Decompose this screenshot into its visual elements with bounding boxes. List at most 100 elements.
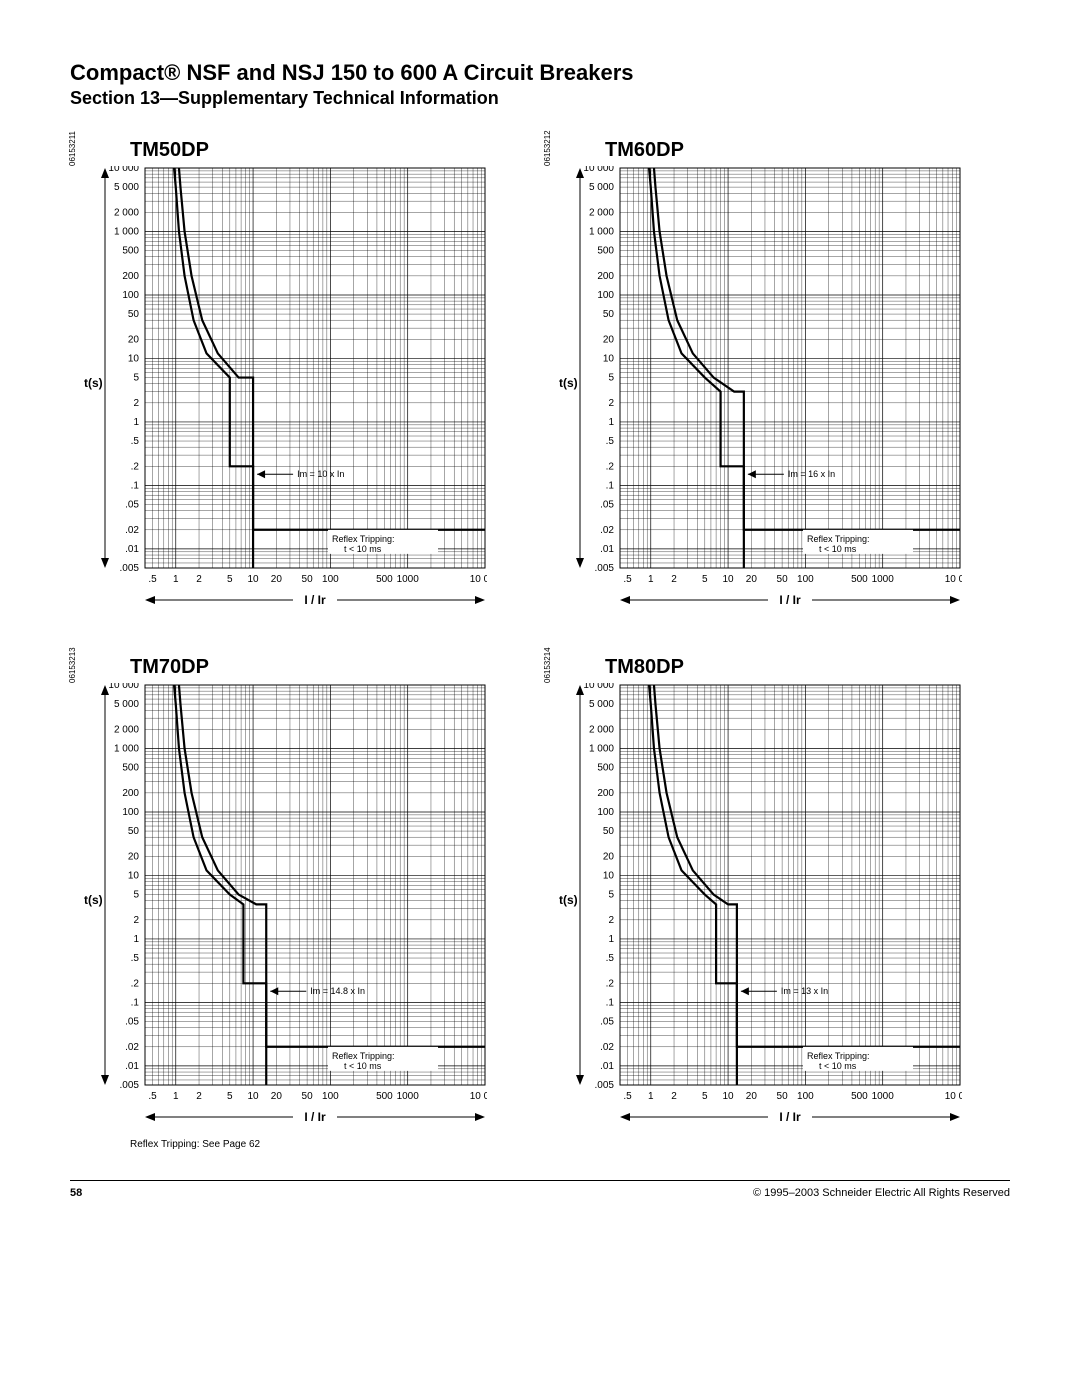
- svg-text:2 000: 2 000: [114, 207, 139, 218]
- svg-text:1 000: 1 000: [589, 743, 614, 754]
- charts-grid: TM50DP 06153211 t(s) Im = 10 x InReflex …: [90, 139, 1010, 1150]
- svg-text:1: 1: [608, 934, 614, 945]
- svg-text:.01: .01: [600, 544, 614, 555]
- svg-text:200: 200: [597, 788, 614, 799]
- svg-text:20: 20: [603, 851, 615, 862]
- svg-text:10: 10: [723, 1091, 735, 1102]
- im-label: Im = 16 x In: [788, 469, 835, 479]
- svg-text:.5: .5: [131, 436, 140, 447]
- svg-text:10 000: 10 000: [583, 683, 614, 691]
- tm70dp-code: 06153213: [68, 647, 77, 683]
- svg-text:.2: .2: [131, 978, 140, 989]
- svg-text:5: 5: [133, 890, 139, 901]
- svg-text:5: 5: [608, 890, 614, 901]
- tm80dp-title: TM80DP: [605, 656, 1010, 679]
- svg-text:10 000: 10 000: [108, 683, 139, 691]
- footer-rule: [70, 1180, 1010, 1181]
- svg-text:1 000: 1 000: [114, 743, 139, 754]
- doc-title: Compact® NSF and NSJ 150 to 600 A Circui…: [70, 60, 1010, 86]
- tm70dp-title: TM70DP: [130, 656, 535, 679]
- y-axis-label: t(s): [559, 893, 578, 907]
- svg-text:.1: .1: [131, 997, 140, 1008]
- svg-text:1 000: 1 000: [589, 226, 614, 237]
- svg-text:20: 20: [128, 334, 140, 345]
- svg-text:.1: .1: [606, 480, 615, 491]
- svg-text:50: 50: [302, 1091, 314, 1102]
- svg-text:100: 100: [597, 290, 614, 301]
- svg-text:20: 20: [271, 574, 283, 585]
- svg-text:.05: .05: [125, 1017, 139, 1028]
- svg-text:.2: .2: [606, 461, 615, 472]
- svg-text:100: 100: [322, 1091, 339, 1102]
- svg-text:200: 200: [122, 788, 139, 799]
- svg-text:200: 200: [122, 271, 139, 282]
- tm50dp-title: TM50DP: [130, 139, 535, 162]
- svg-text:t < 10 ms: t < 10 ms: [819, 544, 857, 554]
- y-axis-label: t(s): [559, 376, 578, 390]
- svg-text:100: 100: [597, 807, 614, 818]
- svg-text:5 000: 5 000: [114, 182, 139, 193]
- svg-text:1: 1: [173, 1091, 179, 1102]
- svg-text:5 000: 5 000: [114, 699, 139, 710]
- svg-text:5 000: 5 000: [589, 182, 614, 193]
- svg-text:2: 2: [608, 915, 614, 926]
- im-label: Im = 10 x In: [297, 469, 344, 479]
- tm80dp-code: 06153214: [543, 647, 552, 683]
- svg-text:20: 20: [603, 334, 615, 345]
- svg-text:100: 100: [122, 807, 139, 818]
- svg-text:500: 500: [597, 763, 614, 774]
- svg-text:20: 20: [746, 1091, 758, 1102]
- svg-text:10 000: 10 000: [945, 1091, 962, 1102]
- svg-text:500: 500: [122, 763, 139, 774]
- svg-text:.5: .5: [148, 1091, 157, 1102]
- svg-text:2: 2: [133, 398, 139, 409]
- svg-text:.01: .01: [125, 1061, 139, 1072]
- svg-text:200: 200: [597, 271, 614, 282]
- svg-text:100: 100: [797, 1091, 814, 1102]
- tm60dp-title: TM60DP: [605, 139, 1010, 162]
- svg-text:10: 10: [248, 1091, 260, 1102]
- svg-text:100: 100: [797, 574, 814, 585]
- svg-text:20: 20: [271, 1091, 283, 1102]
- svg-text:5 000: 5 000: [589, 699, 614, 710]
- svg-text:5: 5: [227, 1091, 233, 1102]
- svg-text:.005: .005: [120, 563, 140, 574]
- svg-text:500: 500: [122, 246, 139, 257]
- svg-text:10: 10: [603, 353, 615, 364]
- svg-text:2 000: 2 000: [589, 207, 614, 218]
- svg-text:10 000: 10 000: [945, 574, 962, 585]
- svg-text:.2: .2: [131, 461, 140, 472]
- reflex-label: Reflex Tripping:: [332, 534, 395, 544]
- svg-text:10 000: 10 000: [470, 574, 487, 585]
- svg-text:.005: .005: [595, 1080, 615, 1091]
- svg-text:I / Ir: I / Ir: [304, 1110, 326, 1124]
- tm70dp-chart: Im = 14.8 x InReflex Tripping:t < 10 ms1…: [90, 683, 487, 1133]
- svg-text:50: 50: [603, 309, 615, 320]
- svg-text:500: 500: [851, 574, 868, 585]
- svg-text:1: 1: [608, 417, 614, 428]
- svg-text:50: 50: [128, 826, 140, 837]
- svg-text:.1: .1: [131, 480, 140, 491]
- svg-text:I / Ir: I / Ir: [304, 593, 326, 607]
- reflex-label: Reflex Tripping:: [332, 1051, 395, 1061]
- svg-text:20: 20: [746, 574, 758, 585]
- reflex-label: Reflex Tripping:: [807, 534, 870, 544]
- svg-text:5: 5: [227, 574, 233, 585]
- svg-text:.2: .2: [606, 978, 615, 989]
- y-axis-label: t(s): [84, 376, 103, 390]
- svg-text:2: 2: [671, 574, 677, 585]
- tm50dp-block: TM50DP 06153211 t(s) Im = 10 x InReflex …: [90, 139, 535, 616]
- svg-text:1000: 1000: [872, 1091, 895, 1102]
- svg-text:1000: 1000: [397, 574, 420, 585]
- svg-text:.05: .05: [125, 500, 139, 511]
- svg-text:10: 10: [128, 353, 140, 364]
- svg-text:50: 50: [302, 574, 314, 585]
- svg-text:1: 1: [648, 574, 654, 585]
- svg-text:500: 500: [376, 1091, 393, 1102]
- svg-text:1 000: 1 000: [114, 226, 139, 237]
- svg-text:.05: .05: [600, 1017, 614, 1028]
- tm50dp-chart: Im = 10 x InReflex Tripping:t < 10 ms10 …: [90, 166, 487, 616]
- svg-text:50: 50: [128, 309, 140, 320]
- svg-text:2 000: 2 000: [589, 724, 614, 735]
- svg-text:500: 500: [597, 246, 614, 257]
